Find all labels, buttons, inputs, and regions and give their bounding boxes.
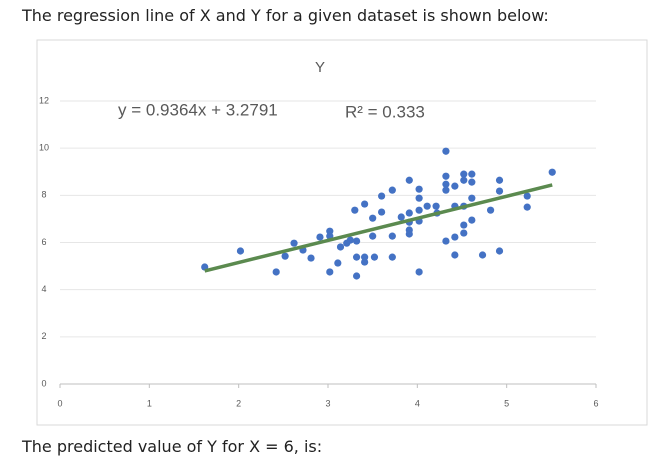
x-tick-label: 2: [236, 398, 241, 408]
point: [272, 268, 280, 276]
point: [451, 182, 459, 190]
x-tick-label: 1: [147, 398, 152, 408]
point: [378, 192, 386, 200]
point: [361, 253, 369, 261]
point: [451, 251, 459, 259]
point: [495, 247, 504, 255]
y-tick-label: 2: [41, 331, 46, 341]
y-tick-label: 10: [39, 143, 49, 153]
point: [316, 233, 324, 241]
point: [523, 192, 531, 200]
point: [523, 203, 531, 211]
point: [397, 213, 405, 221]
trendline-equation: y = 0.9364x + 3.2791: [118, 100, 278, 119]
point: [370, 253, 379, 261]
chart-title: Y: [315, 59, 325, 76]
trendline: [204, 183, 553, 273]
point: [495, 176, 504, 184]
chart-frame: [36, 39, 648, 426]
r-squared: R² = 0.333: [345, 102, 425, 121]
point: [460, 221, 468, 229]
y-tick-label: 4: [41, 284, 46, 294]
x-tick-label: 4: [415, 398, 420, 408]
point: [432, 202, 440, 210]
point: [486, 206, 495, 214]
point: [460, 176, 468, 184]
point: [442, 180, 450, 188]
point: [352, 237, 361, 245]
point: [478, 251, 487, 259]
y-tick-label: 0: [41, 378, 46, 388]
point: [334, 259, 342, 267]
point: [369, 214, 377, 222]
x-tick-label: 0: [57, 398, 62, 408]
point: [451, 233, 459, 241]
point: [442, 147, 450, 155]
point: [281, 252, 289, 260]
point: [468, 178, 476, 186]
point: [468, 216, 476, 224]
point: [415, 194, 423, 202]
x-tick-label: 5: [504, 398, 509, 408]
x-tick-label: 3: [325, 398, 330, 408]
point: [495, 187, 504, 195]
point: [442, 186, 450, 194]
point: [378, 208, 386, 216]
point: [352, 272, 361, 280]
point: [326, 227, 334, 235]
point: [236, 247, 245, 255]
point: [346, 236, 354, 244]
point: [307, 254, 315, 262]
question: The regression line of X and Y for a giv…: [22, 6, 549, 25]
point: [548, 168, 556, 176]
point: [352, 253, 361, 261]
y-tick-label: 12: [39, 95, 49, 105]
point: [468, 194, 476, 202]
y-tick-label: 6: [41, 237, 46, 247]
point: [361, 200, 369, 208]
point: [351, 206, 359, 214]
point: [415, 206, 423, 214]
point: [388, 232, 396, 240]
y-tick-label: 8: [41, 190, 46, 200]
point: [290, 239, 298, 247]
point: [326, 268, 334, 276]
point: [460, 229, 468, 237]
point: [388, 186, 396, 194]
point: [442, 172, 450, 180]
point: [361, 258, 369, 266]
x-tick-label: 6: [593, 398, 598, 408]
point: [405, 209, 413, 217]
point: [415, 268, 423, 276]
point: [405, 176, 413, 184]
point: [405, 230, 413, 238]
footer-question: The predicted value of Y for X = 6, is:: [22, 437, 323, 456]
point: [460, 170, 468, 178]
point: [388, 253, 396, 261]
point: [442, 237, 450, 245]
point: [468, 170, 476, 178]
point: [415, 185, 423, 193]
point: [369, 232, 377, 240]
point: [336, 243, 345, 251]
point: [423, 202, 431, 210]
